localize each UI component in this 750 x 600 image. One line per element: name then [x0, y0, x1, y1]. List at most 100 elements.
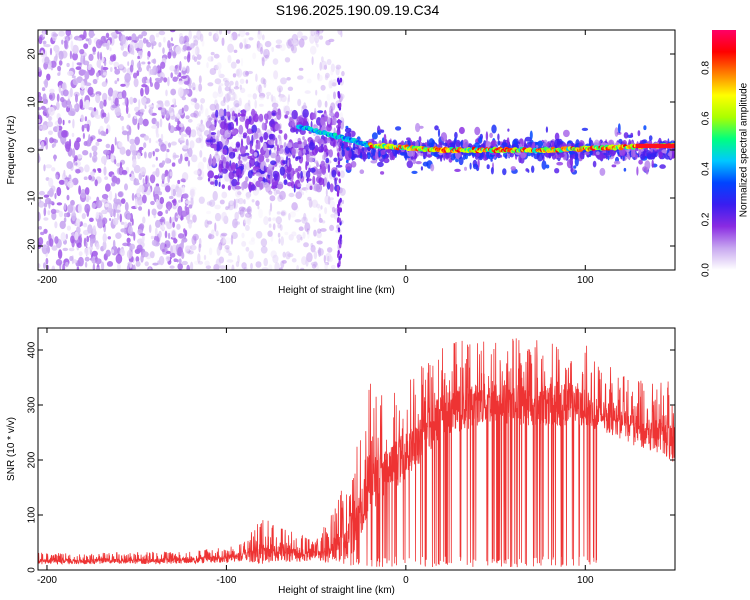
spectrogram-cell: [58, 210, 64, 218]
spectrogram-cell: [50, 60, 57, 68]
spectrogram-cell: [182, 66, 186, 71]
spectrogram-cell: [155, 156, 158, 161]
spectrogram-cell: [140, 87, 144, 97]
spectrogram-cell: [45, 257, 49, 265]
spectrogram-cell: [406, 160, 413, 169]
spectrogram-cell: [236, 181, 240, 186]
spectrogram-cell: [245, 145, 248, 150]
spectrogram-cell: [556, 161, 564, 166]
spectrogram-cell: [236, 221, 241, 225]
spectrogram-cell: [226, 111, 230, 117]
spectrogram-cell: [239, 42, 244, 49]
spectrogram-cell: [574, 152, 579, 161]
spectrogram-cell: [63, 212, 68, 218]
spectrogram-cell: [337, 227, 341, 233]
spectrogram-cell: [272, 217, 277, 221]
spectrogram-cell: [267, 230, 273, 237]
spectrogram-cell: [169, 30, 176, 33]
spectrogram-cell: [56, 124, 60, 133]
spectrogram-cell: [114, 97, 119, 107]
spectrogram-cell: [303, 212, 307, 221]
spectrogram-cell: [197, 253, 201, 263]
spectrogram-cell: [462, 154, 466, 160]
spectrogram-cell: [296, 239, 301, 243]
spectrogram-cell: [193, 97, 197, 104]
spectrogram-cell: [192, 233, 199, 241]
spectrogram-cell: [106, 154, 110, 160]
spectrogram-cell: [279, 43, 286, 52]
spectrogram-cell: [240, 210, 243, 216]
spectrogram-cell: [341, 199, 344, 205]
spectrogram-cell: [337, 126, 340, 132]
spectrogram-cell: [563, 129, 570, 138]
spectrogram-cell: [241, 182, 245, 191]
spectrogram-cell: [49, 47, 53, 56]
spectrogram-cell: [60, 96, 65, 103]
spectrogram-cell: [135, 111, 141, 116]
spectrogram-cell: [235, 59, 241, 64]
spectrogram-cell: [231, 115, 236, 121]
spectrogram-cell: [66, 161, 74, 169]
spectrogram-cell: [181, 96, 186, 101]
spectrogram-cell: [210, 132, 217, 135]
spectrogram-cell: [330, 264, 336, 270]
spectrogram-cell: [97, 51, 100, 60]
spectrogram-cell: [169, 216, 172, 225]
spectrogram-cell: [106, 42, 110, 51]
spectrogram-ridge: [332, 132, 338, 137]
spectrogram-cell: [53, 154, 57, 162]
spectrogram-cell: [303, 242, 309, 248]
spectrogram-cell: [158, 230, 162, 238]
spectrogram-cell: [265, 119, 269, 124]
spectrogram-cell: [207, 177, 211, 182]
spectrogram-cell: [63, 202, 67, 211]
spectrogram-cell: [337, 91, 340, 96]
spectrogram-cell: [223, 118, 227, 126]
spectrogram-cell: [315, 89, 318, 96]
spectrogram-cell: [116, 77, 120, 82]
spectrogram-cell: [231, 93, 238, 101]
spectrogram-cell: [325, 157, 330, 164]
spectrogram-cell: [316, 203, 321, 209]
spectrogram-cell: [90, 171, 96, 177]
spectrogram-cell: [144, 85, 150, 96]
spectrogram-cell: [289, 116, 293, 122]
spectrogram-cell: [248, 37, 254, 41]
spectrogram-cell: [69, 50, 72, 60]
spectrogram-cell: [235, 189, 242, 198]
spectrogram-cell: [178, 258, 182, 264]
spectrogram-cell: [188, 84, 192, 89]
spectrogram-cell: [84, 164, 90, 173]
spectrogram-cell: [329, 183, 334, 193]
spectrogram-cell: [43, 228, 48, 234]
spectrogram-cell: [186, 264, 190, 270]
spectrogram-cell: [82, 101, 87, 109]
spectrogram-cell: [221, 184, 225, 190]
spectrogram-cell: [244, 102, 251, 112]
spectrogram-cell: [226, 30, 231, 34]
snr-xtick-label: -200: [37, 575, 57, 586]
spectrogram-cell: [84, 116, 88, 122]
spectrogram-cell: [520, 152, 526, 159]
spectrogram-cell: [62, 263, 65, 270]
spectrogram-cell: [654, 151, 658, 158]
spectrogram-cell: [150, 200, 155, 206]
spectrogram-cell: [164, 101, 170, 107]
spectrogram-cell: [154, 81, 160, 90]
spectrogram-cell: [277, 232, 281, 238]
spectrogram-cell: [200, 98, 206, 104]
spectrogram-cell: [95, 39, 102, 49]
spectrogram-cell: [182, 145, 189, 150]
spectrogram-cell: [116, 112, 122, 116]
spectrogram-cell: [244, 44, 251, 49]
spectrogram-cell: [198, 110, 201, 117]
spectrogram-cell: [297, 172, 301, 179]
spectrogram-cell: [378, 150, 381, 158]
spectrogram-cell: [216, 246, 221, 256]
spectrogram-cell: [138, 99, 141, 109]
spectrogram-cell: [524, 136, 532, 142]
spectrogram-cell: [224, 245, 230, 250]
snr-series-line: [38, 338, 675, 568]
spectrogram-cell: [248, 116, 252, 123]
